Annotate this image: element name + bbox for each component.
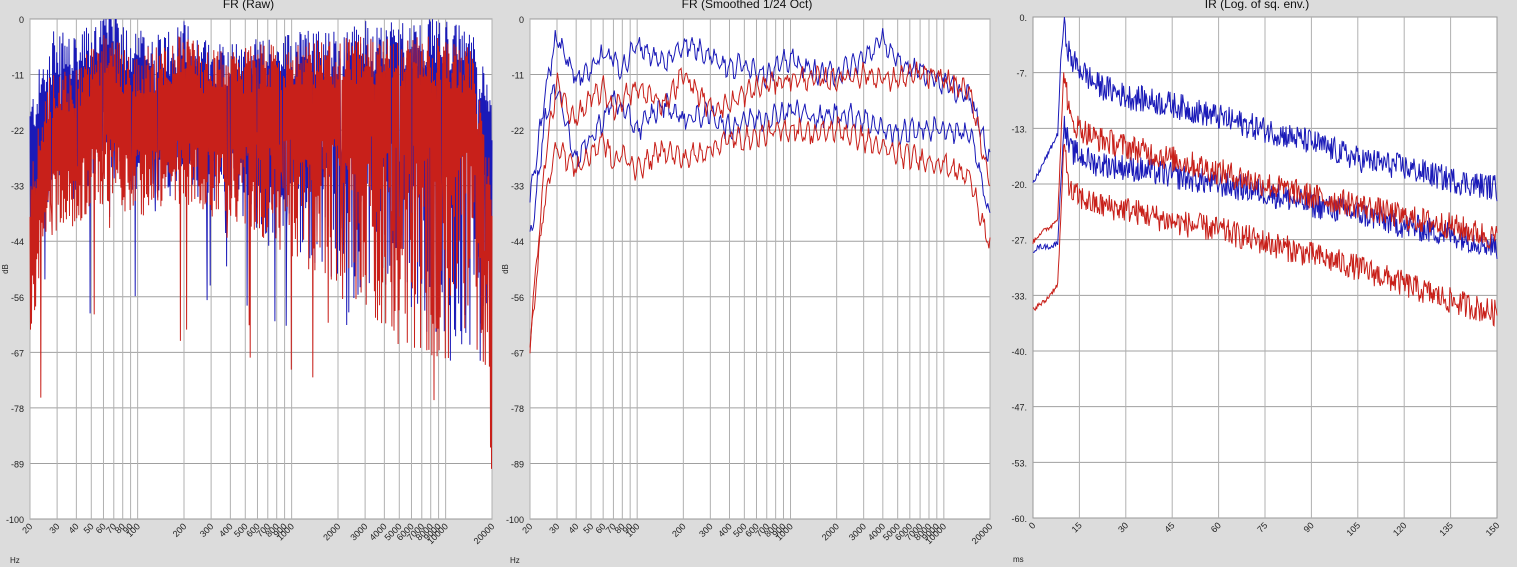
y-tick-label: -78 bbox=[11, 404, 24, 414]
y-tick-label: -53. bbox=[1011, 458, 1027, 468]
y-tick-label: -67 bbox=[11, 348, 24, 358]
x-tick-label: 15 bbox=[1070, 520, 1084, 534]
y-tick-label: -33. bbox=[1011, 291, 1027, 301]
series-line-red bbox=[29, 35, 493, 469]
x-tick-label: 400 bbox=[217, 521, 235, 539]
y-tick-label: -78 bbox=[511, 404, 524, 414]
ir-chart: 0. -7. -13. -20. -27. -33. -40. -47. -53. -60.0 15… bbox=[1011, 13, 1502, 564]
y-tick-label: -27. bbox=[1011, 236, 1027, 246]
x-tick-label: 30 bbox=[1116, 520, 1130, 534]
ir-panel: IR (Log. of sq. env.) 0. -7. -13. -20. -27. -… bbox=[997, 0, 1517, 567]
y-tick-label: -33 bbox=[511, 182, 524, 192]
x-axis-label: ms bbox=[1013, 555, 1024, 564]
series-line-red bbox=[529, 61, 991, 348]
x-tick-label: 3000 bbox=[348, 521, 369, 542]
x-tick-label: 30 bbox=[47, 521, 61, 535]
y-tick-label: -47. bbox=[1011, 403, 1027, 413]
x-tick-label: 200 bbox=[171, 521, 189, 539]
x-axis-label: Hz bbox=[10, 556, 20, 565]
series-line-red bbox=[1032, 72, 1498, 250]
x-tick-label: 2000 bbox=[321, 521, 342, 542]
y-tick-label: -44 bbox=[511, 237, 524, 247]
x-tick-label: 40 bbox=[566, 521, 580, 535]
y-tick-label: -60. bbox=[1011, 514, 1027, 524]
x-tick-label: 300 bbox=[697, 521, 715, 539]
x-tick-label: 40 bbox=[67, 521, 81, 535]
x-tick-label: 20000 bbox=[970, 521, 995, 546]
y-tick-label: -11 bbox=[12, 71, 24, 81]
x-tick-label: 20000 bbox=[472, 521, 497, 546]
y-tick-label: -100 bbox=[506, 515, 524, 525]
x-tick-label: 75 bbox=[1255, 520, 1269, 534]
fr-raw-title: FR (Raw) bbox=[222, 0, 275, 11]
series-line-blue bbox=[1032, 115, 1498, 260]
y-tick-label: -44 bbox=[11, 237, 24, 247]
series-line-blue bbox=[1032, 16, 1498, 202]
x-tick-label: 45 bbox=[1162, 520, 1176, 534]
y-tick-label: -22 bbox=[11, 126, 24, 136]
x-tick-label: 200 bbox=[670, 521, 688, 539]
series-line-blue bbox=[529, 28, 991, 203]
x-tick-label: 105 bbox=[1345, 520, 1363, 538]
y-tick-label: 0. bbox=[1019, 13, 1027, 23]
series-line-red bbox=[1032, 143, 1498, 327]
series-line-red bbox=[529, 115, 991, 354]
y-tick-label: -22 bbox=[511, 126, 524, 136]
x-tick-label: 30 bbox=[547, 521, 561, 535]
y-tick-label: -56 bbox=[511, 293, 524, 303]
x-tick-label: 120 bbox=[1391, 520, 1409, 538]
ir-title: IR (Log. of sq. env.) bbox=[1204, 0, 1310, 11]
x-tick-label: 3000 bbox=[847, 521, 868, 542]
y-tick-label: -13. bbox=[1011, 124, 1027, 134]
y-tick-label: -67 bbox=[511, 348, 524, 358]
x-tick-label: 150 bbox=[1484, 520, 1502, 538]
x-axis-label: Hz bbox=[510, 556, 520, 565]
y-tick-label: -11 bbox=[512, 71, 524, 81]
x-tick-label: 60 bbox=[1209, 520, 1223, 534]
x-tick-label: 300 bbox=[198, 521, 216, 539]
x-tick-label: 2000 bbox=[820, 521, 841, 542]
y-axis-label: dB bbox=[1, 264, 10, 274]
y-tick-label: -20. bbox=[1011, 180, 1027, 190]
y-tick-label: -100 bbox=[6, 515, 24, 525]
fr-smoothed-panel: FR (Smoothed 1/24 Oct) 0 -11 -22 -33 -44 -56 -… bbox=[497, 0, 997, 567]
y-tick-label: 0 bbox=[519, 15, 524, 25]
x-tick-label: 0 bbox=[1027, 520, 1038, 531]
y-tick-label: -33 bbox=[11, 182, 24, 192]
x-tick-label: 90 bbox=[1302, 520, 1316, 534]
x-tick-label: 400 bbox=[716, 521, 734, 539]
y-tick-label: -7. bbox=[1016, 69, 1027, 79]
y-axis-label: dB bbox=[501, 264, 510, 274]
fr-raw-panel: FR (Raw) 0 -11 -22 -33 -44 -56 -67 -78 -89 -100 20… bbox=[0, 0, 497, 567]
fr-smoothed-title: FR (Smoothed 1/24 Oct) bbox=[681, 0, 813, 11]
y-tick-label: -89 bbox=[11, 459, 24, 469]
y-tick-label: 0 bbox=[19, 15, 24, 25]
x-tick-label: 135 bbox=[1437, 520, 1455, 538]
y-tick-label: -89 bbox=[511, 459, 524, 469]
y-tick-label: -56 bbox=[11, 293, 24, 303]
y-tick-label: -40. bbox=[1011, 347, 1027, 357]
